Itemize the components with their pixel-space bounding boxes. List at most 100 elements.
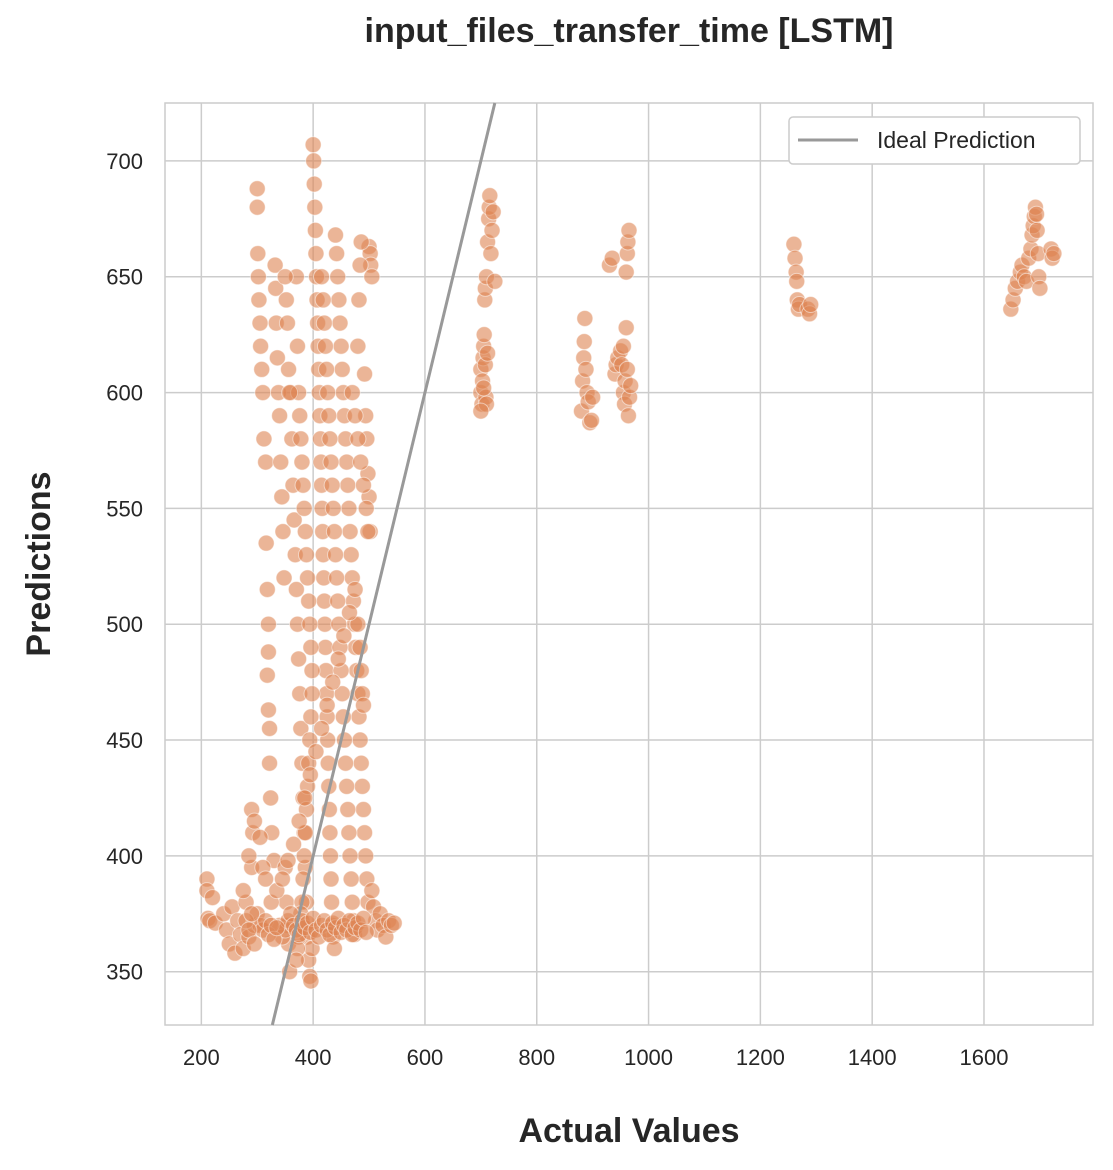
scatter-point	[305, 152, 323, 170]
scatter-point	[324, 673, 342, 691]
ideal-line-layer	[270, 102, 497, 1026]
scatter-point	[341, 847, 359, 865]
y-tick-label: 550	[106, 496, 143, 521]
scatter-point	[279, 852, 297, 870]
scatter-point	[306, 221, 324, 239]
scatter-point	[385, 914, 403, 932]
scatter-point	[249, 245, 267, 263]
scatter-point	[330, 291, 348, 309]
y-tick-label: 650	[106, 265, 143, 290]
scatter-point	[261, 719, 279, 737]
scatter-point	[329, 592, 347, 610]
scatter-point	[335, 627, 353, 645]
scatter-point	[346, 407, 364, 425]
scatter-point	[296, 523, 314, 541]
scatter-point	[351, 256, 369, 274]
scatter-point	[349, 615, 367, 633]
scatter-point	[788, 272, 806, 290]
ideal-prediction-line	[270, 102, 497, 1026]
scatter-point	[268, 349, 286, 367]
scatter-point	[359, 523, 377, 541]
scatter-point	[481, 187, 499, 205]
scatter-point	[305, 175, 323, 193]
scatter-point	[482, 245, 500, 263]
scatter-point	[353, 777, 371, 795]
scatter-point	[204, 889, 222, 907]
scatter-point	[304, 136, 322, 154]
scatter-point	[603, 249, 621, 267]
scatter-point	[297, 546, 315, 564]
scatter-point	[261, 754, 279, 772]
scatter-point	[316, 337, 334, 355]
scatter-point	[363, 882, 381, 900]
scatter-point	[300, 592, 318, 610]
scatter-point	[475, 326, 493, 344]
scatter-point	[318, 696, 336, 714]
scatter-point	[262, 789, 280, 807]
scatter-point	[329, 268, 347, 286]
scatter-point	[315, 314, 333, 332]
scatter-point	[583, 411, 601, 429]
scatter-point	[354, 476, 372, 494]
scatter-point	[620, 221, 638, 239]
legend-entry-ideal-prediction: Ideal Prediction	[877, 127, 1036, 153]
x-tick-label: 600	[407, 1045, 444, 1070]
scatter-point	[363, 268, 381, 286]
scatter-point	[292, 719, 310, 737]
scatter-point	[622, 377, 640, 395]
scatter-point	[1031, 279, 1049, 297]
scatter-point	[250, 291, 268, 309]
scatter-point	[352, 233, 370, 251]
x-tick-label: 1000	[624, 1045, 673, 1070]
scatter-point	[245, 812, 263, 830]
x-tick-label: 1200	[736, 1045, 785, 1070]
scatter-point	[486, 272, 504, 290]
scatter-point	[614, 337, 632, 355]
scatter-point	[251, 314, 269, 332]
scatter-point	[333, 360, 351, 378]
scatter-point	[271, 407, 289, 425]
scatter-point	[346, 580, 364, 598]
scatter-point	[354, 801, 372, 819]
scatter-point	[619, 407, 637, 425]
scatter-point	[295, 499, 313, 517]
scatter-point	[245, 935, 263, 953]
scatter-point	[252, 337, 270, 355]
scatter-point	[322, 870, 340, 888]
scatter-point	[318, 360, 336, 378]
scatter-point	[349, 337, 367, 355]
scatter-point	[352, 754, 370, 772]
scatter-point	[303, 685, 321, 703]
scatter-point	[313, 719, 331, 737]
scatter-point	[618, 360, 636, 378]
scatter-point	[294, 476, 312, 494]
scatter-point	[299, 569, 317, 587]
scatter-point	[296, 789, 314, 807]
scatter-point	[340, 499, 358, 517]
scatter-point	[339, 476, 357, 494]
x-tick-label: 1600	[960, 1045, 1009, 1070]
scatter-point	[275, 569, 293, 587]
scatter-point	[342, 546, 360, 564]
scatter-point	[316, 638, 334, 656]
scatter-point	[248, 198, 266, 216]
scatter-point	[617, 263, 635, 281]
scatter-point	[307, 245, 325, 263]
scatter-point	[323, 893, 341, 911]
scatter-point	[322, 453, 340, 471]
scatter-point	[329, 650, 347, 668]
scatter-point	[276, 268, 294, 286]
scatter-point	[266, 256, 284, 274]
scatter-point	[321, 824, 339, 842]
scatter-point	[292, 430, 310, 448]
scatter-point	[257, 534, 275, 552]
scatter-point	[319, 384, 337, 402]
scatter-point	[802, 296, 820, 314]
scatter-point	[331, 314, 349, 332]
scatter-point	[357, 923, 375, 941]
tick-labels: 200 400 600 800 1000 1200 1400 1600 350 400 450 500…	[106, 149, 1008, 1070]
scatter-point	[323, 476, 341, 494]
scatter-point	[357, 499, 375, 517]
scatter-point	[617, 319, 635, 337]
